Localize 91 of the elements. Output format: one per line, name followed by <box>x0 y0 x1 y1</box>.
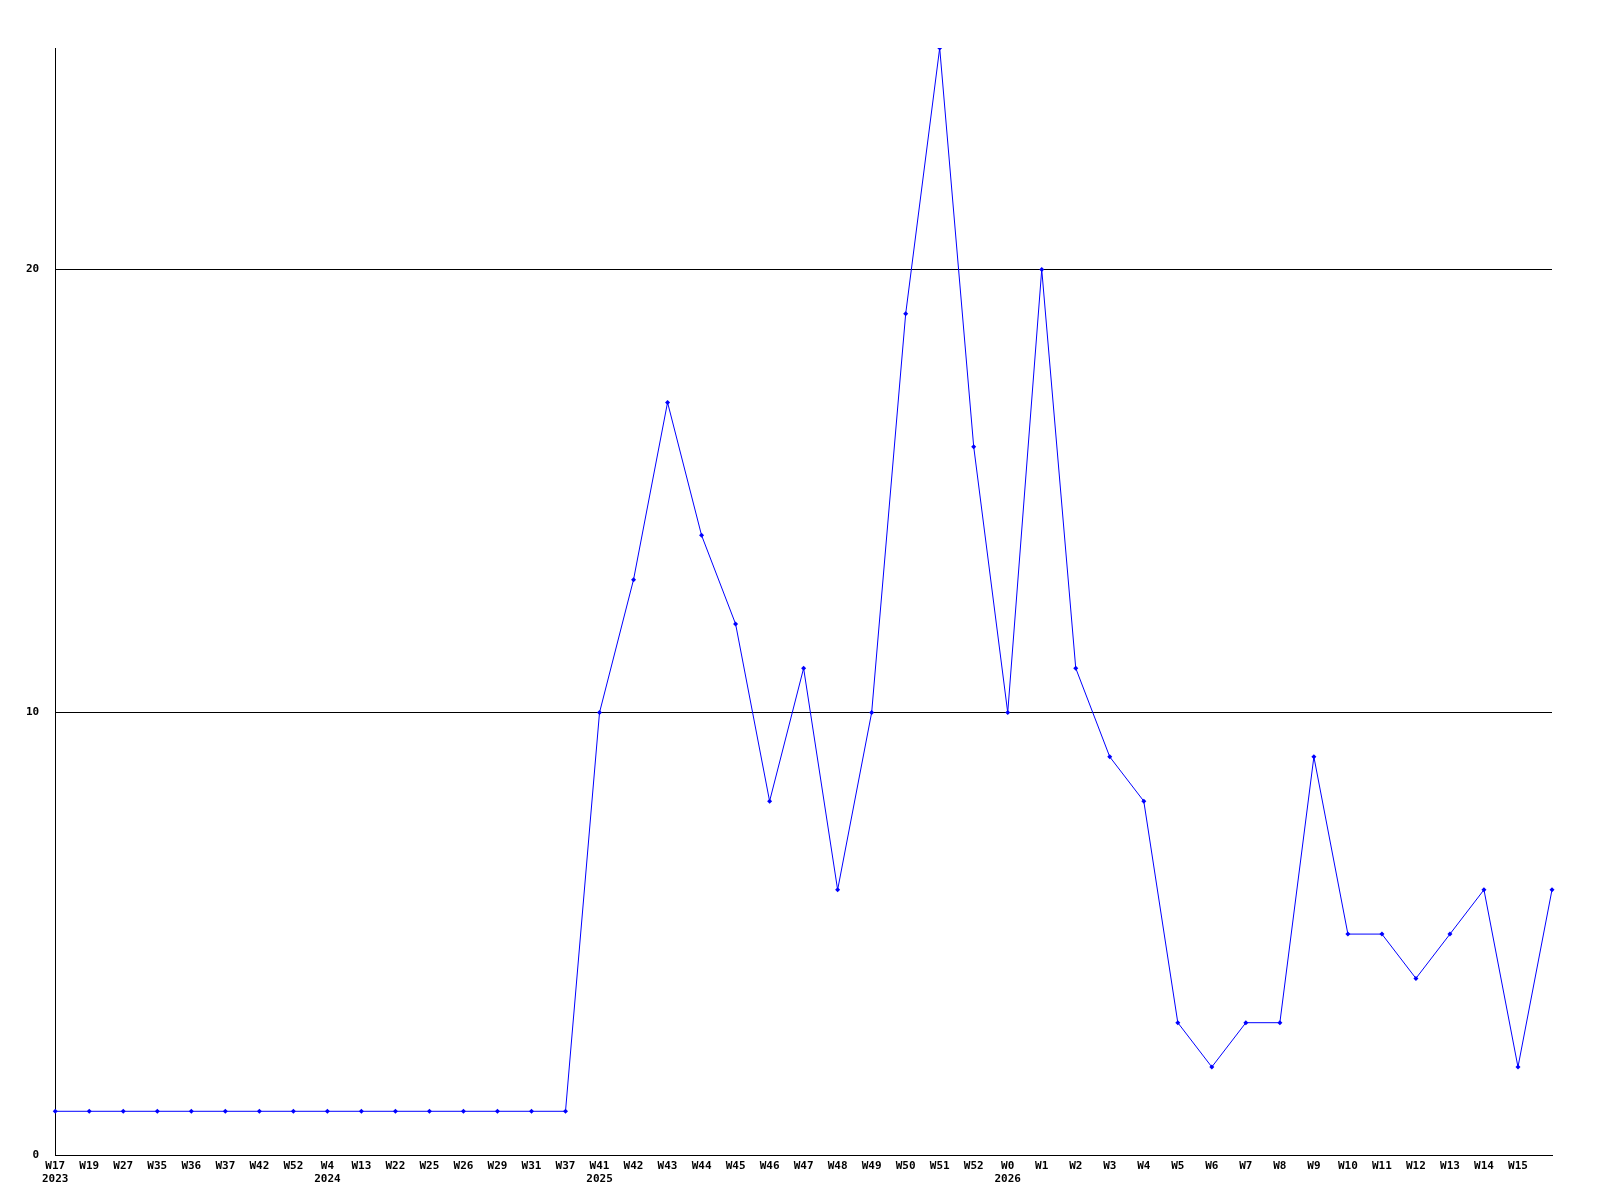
point <box>801 665 807 671</box>
x-tick-label: W17 2023 <box>42 1159 69 1186</box>
point <box>188 1108 194 1114</box>
x-tick-label: W19 <box>79 1159 100 1173</box>
point <box>1379 931 1385 937</box>
x-tick-label: W47 <box>793 1159 814 1173</box>
point <box>1447 931 1453 937</box>
point <box>699 532 705 538</box>
x-tick-label: W43 <box>657 1159 678 1173</box>
x-tick-label: W46 <box>759 1159 780 1173</box>
point <box>1345 931 1351 937</box>
point <box>426 1108 432 1114</box>
x-tick-label: W2 <box>1069 1159 1083 1173</box>
point <box>1175 1020 1181 1026</box>
point <box>494 1108 500 1114</box>
point <box>971 444 977 450</box>
x-tick-label: W4 <box>1137 1159 1151 1173</box>
x-tick-label: W6 <box>1205 1159 1219 1173</box>
point <box>1549 887 1555 893</box>
point <box>1481 887 1487 893</box>
x-tick-label: W1 <box>1035 1159 1049 1173</box>
x-tick-label: W44 <box>691 1159 712 1173</box>
x-tick-label: W52 <box>283 1159 304 1173</box>
x-tick-label: W27 <box>113 1159 134 1173</box>
x-tick-label: W36 <box>181 1159 202 1173</box>
x-tick-label: W50 <box>895 1159 916 1173</box>
x-tick-label: W8 <box>1273 1159 1287 1173</box>
point <box>120 1108 126 1114</box>
x-tick-label: W13 <box>351 1159 372 1173</box>
y-tick-label: 0 <box>32 1148 40 1162</box>
point <box>358 1108 364 1114</box>
x-tick-label: W12 <box>1405 1159 1426 1173</box>
point <box>290 1108 296 1114</box>
point <box>460 1108 466 1114</box>
x-tick-label: W4 2024 <box>314 1159 341 1186</box>
point <box>1141 798 1147 804</box>
point <box>1311 754 1317 760</box>
x-tick-label: W9 <box>1307 1159 1321 1173</box>
x-tick-label: W10 <box>1337 1159 1358 1173</box>
x-tick-label: W14 <box>1474 1159 1495 1173</box>
x-tick-label: W35 <box>147 1159 168 1173</box>
point <box>86 1108 92 1114</box>
point <box>52 1108 58 1114</box>
x-tick-label: W52 <box>963 1159 984 1173</box>
x-tick-label: W37 <box>555 1159 576 1173</box>
x-tick-label: W49 <box>861 1159 882 1173</box>
point <box>154 1108 160 1114</box>
x-tick-label: W22 <box>385 1159 406 1173</box>
point <box>1413 975 1419 981</box>
point <box>324 1108 330 1114</box>
x-tick-label: W5 <box>1171 1159 1185 1173</box>
point <box>903 311 909 317</box>
point <box>1073 665 1079 671</box>
x-tick-label: W11 <box>1371 1159 1393 1173</box>
x-tick-label: W15 <box>1508 1159 1528 1173</box>
x-tick-label: W51 <box>929 1159 950 1173</box>
y-tick-label: 10 <box>26 705 40 719</box>
point <box>1005 710 1011 716</box>
x-tick-label: W31 <box>521 1159 542 1173</box>
x-tick-label: W45 <box>725 1159 746 1173</box>
point <box>631 577 637 583</box>
point <box>597 710 603 716</box>
x-tick-label: W37 <box>215 1159 236 1173</box>
point <box>1107 754 1113 760</box>
point <box>1039 267 1045 273</box>
x-tick-label: W0 2026 <box>994 1159 1022 1186</box>
point <box>733 621 739 627</box>
point <box>1209 1064 1215 1070</box>
point <box>1243 1020 1249 1026</box>
point <box>392 1108 398 1114</box>
y-tick-label: 20 <box>26 262 40 276</box>
x-tick-label: W13 <box>1440 1159 1460 1173</box>
point <box>835 887 841 893</box>
point <box>563 1108 568 1114</box>
x-tick-label: W41 2025 <box>586 1159 613 1186</box>
point <box>1515 1064 1521 1070</box>
x-tick-label: W3 <box>1103 1159 1117 1173</box>
point <box>528 1108 534 1114</box>
x-tick-label: W42 <box>249 1159 270 1173</box>
x-tick-label: W7 <box>1239 1159 1253 1173</box>
x-tick-label: W26 <box>453 1159 474 1173</box>
x-tick-label: W42 <box>623 1159 644 1173</box>
point <box>767 798 773 804</box>
x-tick-label: W25 <box>419 1159 440 1173</box>
x-tick-label: W48 <box>827 1159 848 1173</box>
x-tick-label: W29 <box>487 1159 508 1173</box>
point <box>256 1108 262 1114</box>
point <box>1277 1020 1283 1026</box>
point <box>222 1108 228 1114</box>
point <box>869 710 875 716</box>
point <box>665 399 671 405</box>
